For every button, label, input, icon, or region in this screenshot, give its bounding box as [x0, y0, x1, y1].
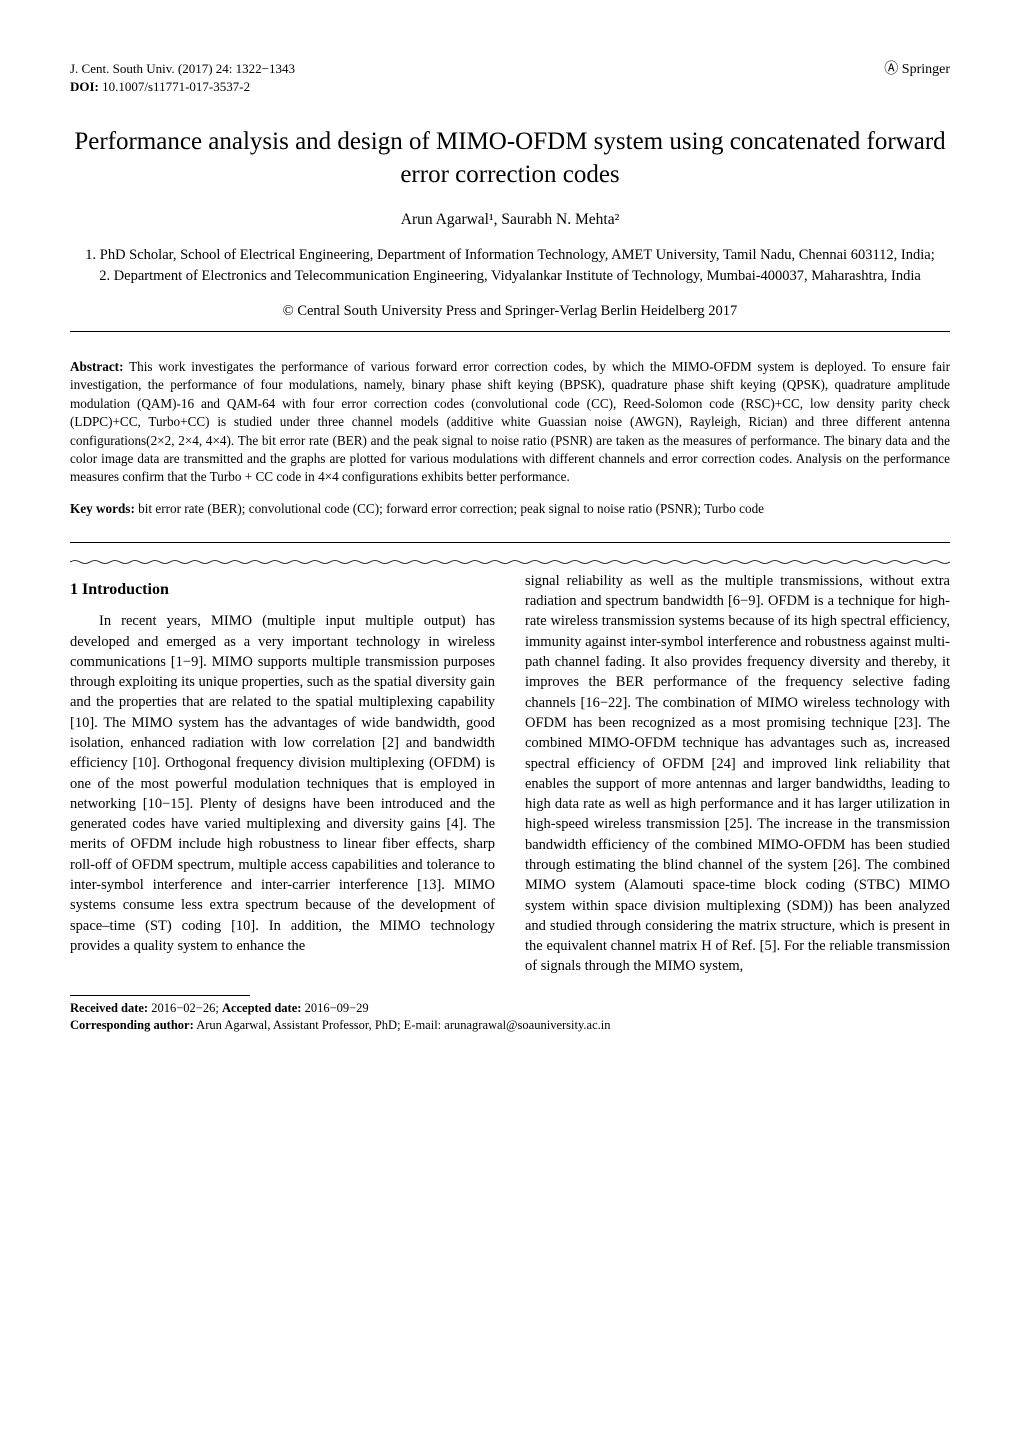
wavy-line-icon — [70, 559, 950, 565]
keywords-paragraph: Key words: bit error rate (BER); convolu… — [70, 500, 950, 518]
copyright-line: © Central South University Press and Spr… — [70, 301, 950, 321]
affiliations: 1. PhD Scholar, School of Electrical Eng… — [70, 245, 950, 287]
corresponding-line: Corresponding author: Arun Agarwal, Assi… — [70, 1017, 950, 1035]
paper-title: Performance analysis and design of MIMO-… — [70, 126, 950, 191]
footer-block: Received date: 2016−02−26; Accepted date… — [70, 1000, 950, 1035]
intro-para-right: signal reliability as well as the multip… — [525, 571, 950, 977]
doi-value: 10.1007/s11771-017-3537-2 — [102, 79, 250, 94]
intro-para-left: In recent years, MIMO (multiple input mu… — [70, 611, 495, 956]
doi-label: DOI: — [70, 79, 99, 94]
author-line: Arun Agarwal¹, Saurabh N. Mehta² — [70, 209, 950, 231]
abstract-block: Abstract: This work investigates the per… — [70, 331, 950, 542]
abstract-body: This work investigates the performance o… — [70, 359, 950, 485]
journal-line: J. Cent. South Univ. (2017) 24: 1322−134… — [70, 61, 295, 76]
wavy-divider — [70, 551, 950, 557]
keywords-body: bit error rate (BER); convolutional code… — [138, 501, 764, 516]
corresponding-value: Arun Agarwal, Assistant Professor, PhD; … — [196, 1018, 610, 1032]
corresponding-label: Corresponding author: — [70, 1018, 194, 1032]
affiliation-2: 2. Department of Electronics and Telecom… — [99, 268, 921, 284]
publisher-logo: ⁠Ⓐ Springer — [884, 60, 950, 80]
received-label: Received date: — [70, 1001, 148, 1015]
body-two-column: 1 Introduction In recent years, MIMO (mu… — [70, 571, 950, 977]
dates-line: Received date: 2016−02−26; Accepted date… — [70, 1000, 950, 1018]
affiliation-1: 1. PhD Scholar, School of Electrical Eng… — [85, 247, 935, 263]
abstract-label: Abstract: — [70, 359, 123, 374]
accepted-label: Accepted date: — [222, 1001, 302, 1015]
keywords-label: Key words: — [70, 501, 135, 516]
abstract-paragraph: Abstract: This work investigates the per… — [70, 358, 950, 487]
received-value: 2016−02−26; — [151, 1001, 219, 1015]
header-bar: J. Cent. South Univ. (2017) 24: 1322−134… — [70, 60, 950, 96]
section-heading-intro: 1 Introduction — [70, 579, 495, 601]
accepted-value: 2016−09−29 — [305, 1001, 369, 1015]
footer-rule — [70, 995, 250, 996]
journal-info: J. Cent. South Univ. (2017) 24: 1322−134… — [70, 60, 295, 96]
